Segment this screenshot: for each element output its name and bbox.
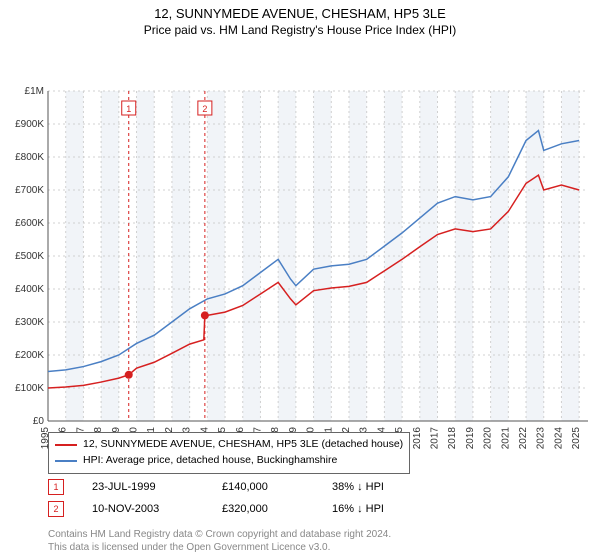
transaction-table: 1 23-JUL-1999£140,00038% ↓ HPI 2 10-NOV-200… bbox=[48, 476, 442, 520]
svg-text:£300K: £300K bbox=[15, 317, 44, 328]
svg-text:2018: 2018 bbox=[447, 426, 458, 449]
transaction-row: 2 10-NOV-2003£320,00016% ↓ HPI bbox=[48, 498, 442, 520]
legend: 12, SUNNYMEDE AVENUE, CHESHAM, HP5 3LE (… bbox=[48, 432, 410, 474]
svg-text:2022: 2022 bbox=[518, 426, 529, 449]
line-chart: £0 £100K £200K £300K £400K £500K £600K £700K £80… bbox=[0, 41, 600, 471]
svg-text:2016: 2016 bbox=[412, 426, 423, 449]
svg-text:2019: 2019 bbox=[465, 426, 476, 449]
svg-text:2021: 2021 bbox=[500, 426, 511, 449]
legend-row: 12, SUNNYMEDE AVENUE, CHESHAM, HP5 3LE (… bbox=[55, 437, 403, 453]
svg-text:1: 1 bbox=[126, 104, 131, 114]
legend-label: 12, SUNNYMEDE AVENUE, CHESHAM, HP5 3LE (… bbox=[83, 437, 403, 453]
svg-text:£1M: £1M bbox=[25, 86, 44, 97]
transaction-price: £320,000 bbox=[222, 503, 332, 515]
chart-container: 12, SUNNYMEDE AVENUE, CHESHAM, HP5 3LE P… bbox=[0, 0, 600, 560]
svg-text:£600K: £600K bbox=[15, 218, 44, 229]
footer-attribution: Contains HM Land Registry data © Crown c… bbox=[48, 528, 391, 554]
svg-text:£200K: £200K bbox=[15, 350, 44, 361]
chart-title: 12, SUNNYMEDE AVENUE, CHESHAM, HP5 3LE bbox=[0, 0, 600, 23]
svg-text:£800K: £800K bbox=[15, 152, 44, 163]
svg-text:2023: 2023 bbox=[536, 426, 547, 449]
svg-text:£400K: £400K bbox=[15, 284, 44, 295]
svg-text:2017: 2017 bbox=[430, 426, 441, 449]
legend-swatch bbox=[55, 460, 77, 462]
svg-text:£900K: £900K bbox=[15, 119, 44, 130]
chart-subtitle: Price paid vs. HM Land Registry's House … bbox=[0, 23, 600, 41]
svg-text:2025: 2025 bbox=[571, 426, 582, 449]
svg-text:2024: 2024 bbox=[553, 426, 564, 449]
transaction-marker: 1 bbox=[48, 479, 64, 495]
transaction-date: 23-JUL-1999 bbox=[92, 481, 222, 493]
legend-label: HPI: Average price, detached house, Buck… bbox=[83, 453, 337, 469]
footer-line1: Contains HM Land Registry data © Crown c… bbox=[48, 528, 391, 541]
transaction-date: 10-NOV-2003 bbox=[92, 503, 222, 515]
svg-text:2020: 2020 bbox=[483, 426, 494, 449]
svg-text:2: 2 bbox=[202, 104, 207, 114]
svg-text:£100K: £100K bbox=[15, 383, 44, 394]
svg-text:£700K: £700K bbox=[15, 185, 44, 196]
transaction-marker: 2 bbox=[48, 501, 64, 517]
svg-text:£500K: £500K bbox=[15, 251, 44, 262]
legend-swatch bbox=[55, 444, 77, 446]
transaction-delta: 16% ↓ HPI bbox=[332, 503, 442, 515]
footer-line2: This data is licensed under the Open Gov… bbox=[48, 541, 391, 554]
transaction-delta: 38% ↓ HPI bbox=[332, 481, 442, 493]
transaction-row: 1 23-JUL-1999£140,00038% ↓ HPI bbox=[48, 476, 442, 498]
legend-row: HPI: Average price, detached house, Buck… bbox=[55, 453, 403, 469]
svg-text:£0: £0 bbox=[33, 416, 45, 427]
transaction-price: £140,000 bbox=[222, 481, 332, 493]
